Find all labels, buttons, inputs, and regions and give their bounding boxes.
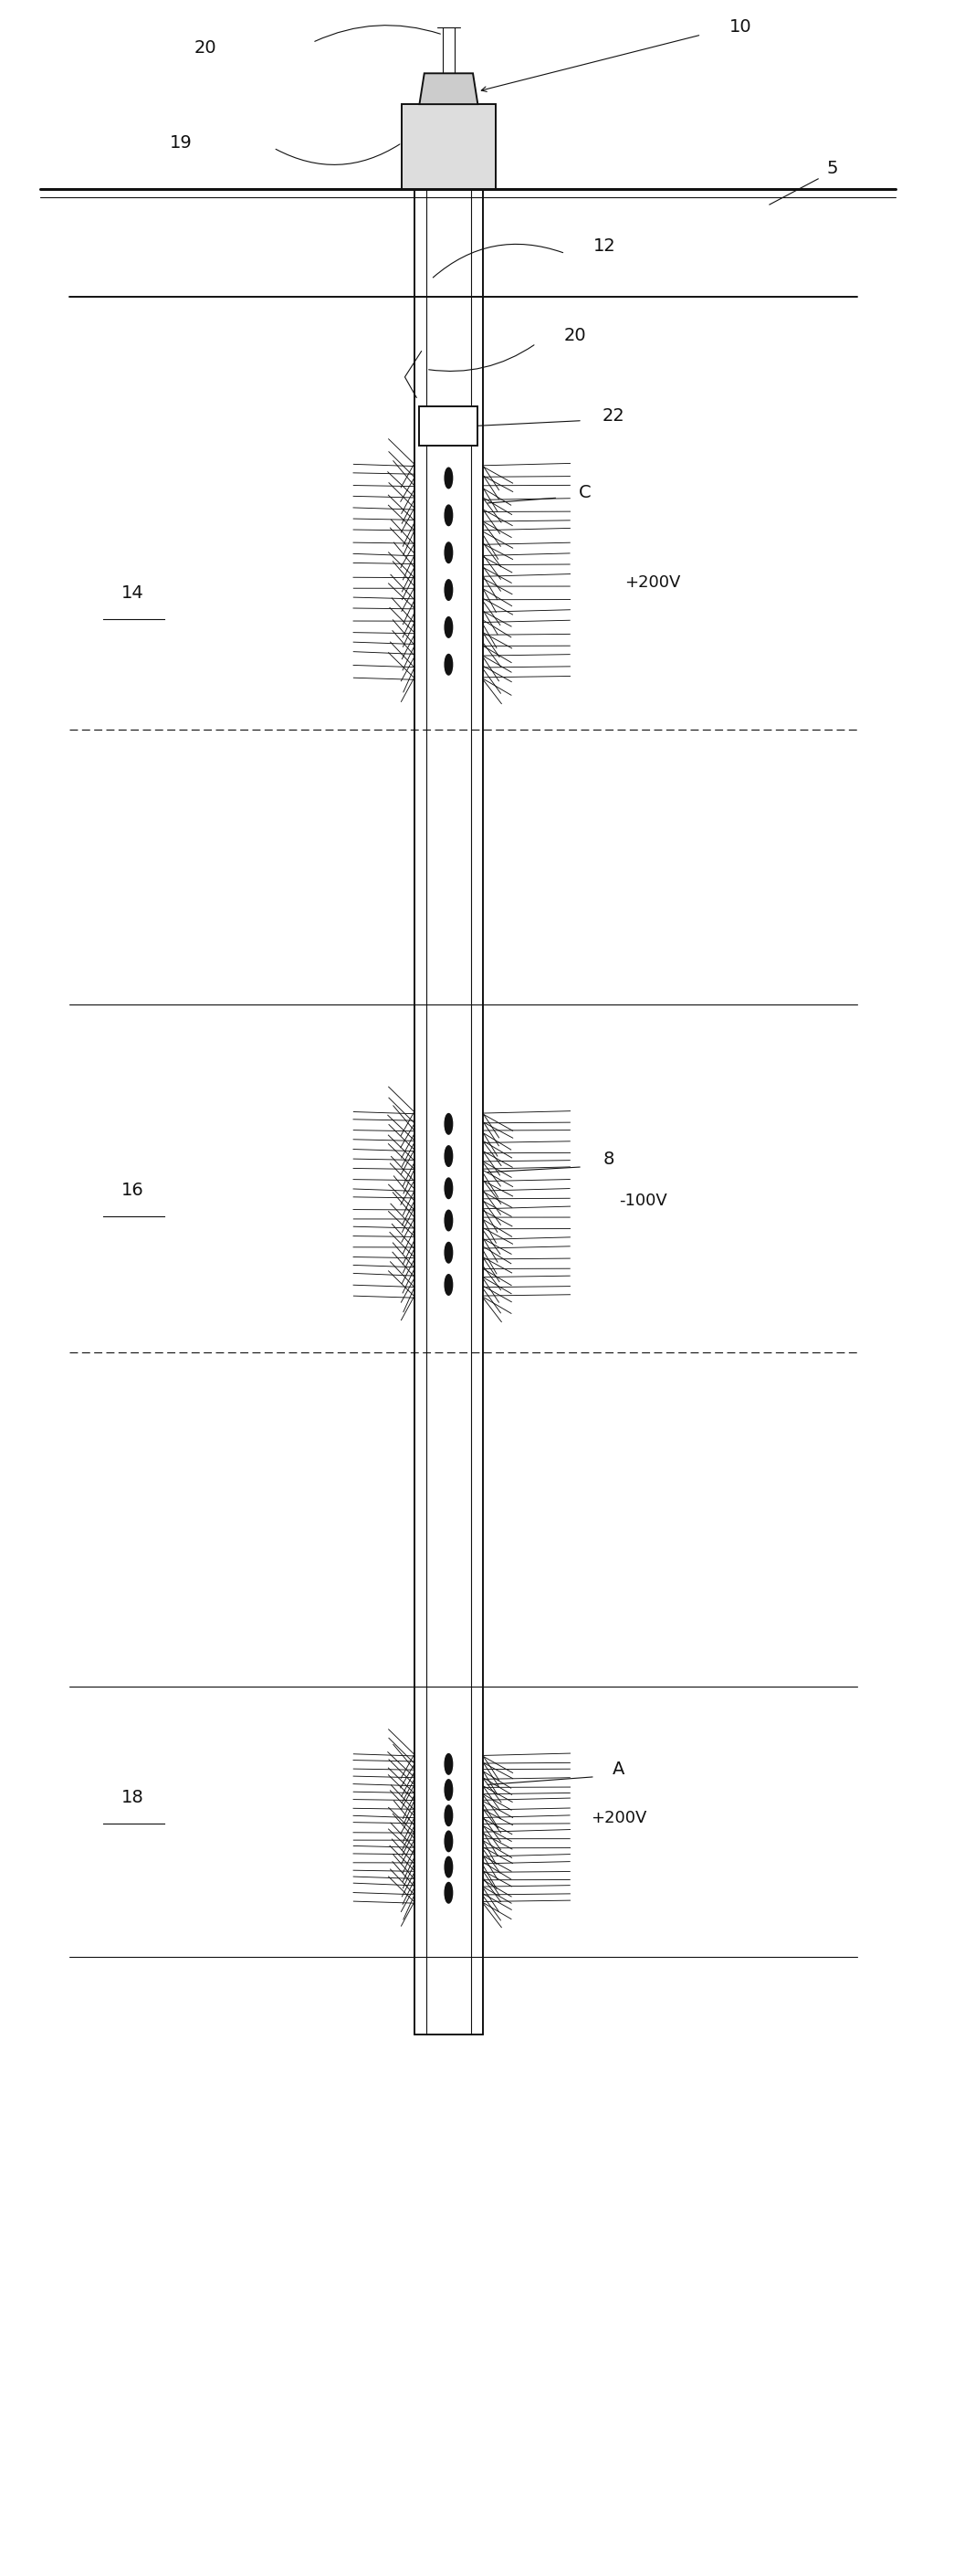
Text: 10: 10 [729,18,752,36]
Text: C: C [578,484,591,502]
Text: 5: 5 [827,160,838,178]
Text: 19: 19 [170,134,192,152]
Circle shape [445,1883,452,1904]
Circle shape [445,1832,452,1852]
Circle shape [445,544,452,564]
Circle shape [445,1177,452,1198]
Circle shape [445,1275,452,1296]
Circle shape [445,1780,452,1801]
Text: 22: 22 [603,407,625,425]
Circle shape [445,1146,452,1167]
Circle shape [445,1806,452,1826]
Circle shape [445,469,452,489]
Circle shape [445,1113,452,1133]
Text: -100V: -100V [619,1193,667,1208]
Text: 20: 20 [564,327,586,345]
Text: +200V: +200V [591,1811,646,1826]
Circle shape [445,654,452,675]
Text: 12: 12 [593,237,615,255]
Circle shape [445,1754,452,1775]
Polygon shape [419,72,478,103]
Circle shape [445,618,452,636]
Text: +200V: +200V [625,574,681,590]
Circle shape [445,1211,452,1231]
Circle shape [445,1857,452,1878]
Text: 18: 18 [121,1788,144,1806]
Text: 14: 14 [121,585,144,603]
Text: A: A [612,1759,625,1777]
Text: 16: 16 [121,1182,144,1198]
Bar [419,407,478,446]
Circle shape [445,505,452,526]
Circle shape [445,1242,452,1262]
Text: 8: 8 [604,1151,614,1167]
Bar [402,103,495,188]
Text: 20: 20 [194,39,216,57]
Circle shape [445,580,452,600]
